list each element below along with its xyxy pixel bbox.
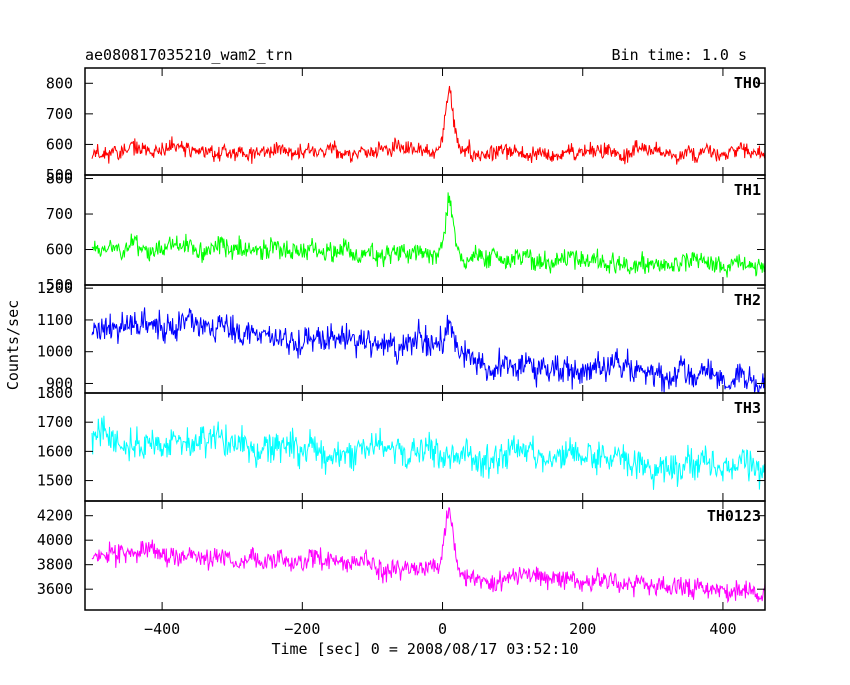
series-line-th1 — [91, 192, 766, 278]
x-axis-label: Time [sec] 0 = 2008/08/17 03:52:10 — [271, 640, 578, 658]
panel-frame — [84, 174, 766, 286]
panel-label: TH0 — [734, 74, 761, 92]
x-tick-label: −400 — [144, 620, 180, 638]
y-tick-label: 3800 — [37, 556, 73, 574]
panel-stack: 500 600 700 800 TH0 500 600 700 800 TH1 900 1000 110… — [37, 67, 766, 638]
y-tick-label: 700 — [46, 105, 73, 123]
x-tick-label: 200 — [569, 620, 596, 638]
panel-th3: 1500 1600 1700 1800 TH3 — [37, 384, 766, 502]
panel-th0: 500 600 700 800 TH0 — [46, 67, 766, 184]
y-tick-label: 1100 — [37, 311, 73, 329]
panel-label: TH0123 — [707, 507, 761, 525]
panel-th2: 900 1000 1100 1200 TH2 — [37, 279, 766, 394]
x-tick-label: 0 — [438, 620, 447, 638]
x-tick-label: 400 — [709, 620, 736, 638]
panel-frame — [84, 500, 766, 611]
y-tick-label: 3600 — [37, 580, 73, 598]
panel-th0123: 3600 3800 4000 4200 TH0123 — [37, 500, 766, 611]
panel-label: TH1 — [734, 181, 761, 199]
y-tick-label: 1000 — [37, 343, 73, 361]
y-tick-label: 500 — [46, 276, 73, 294]
y-tick-label: 1800 — [37, 384, 73, 402]
panel-label: TH3 — [734, 399, 761, 417]
y-tick-label: 600 — [46, 241, 73, 259]
series-line-th3 — [91, 415, 766, 490]
y-tick-label: 800 — [46, 74, 73, 92]
x-tick-label: −200 — [284, 620, 320, 638]
series-line-th0 — [91, 85, 766, 165]
y-tick-label: 1700 — [37, 413, 73, 431]
y-tick-label: 600 — [46, 135, 73, 153]
y-tick-label: 800 — [46, 170, 73, 188]
y-tick-label: 4000 — [37, 531, 73, 549]
y-tick-label: 1200 — [37, 279, 73, 297]
y-tick-label: 1600 — [37, 442, 73, 460]
series-line-th0123 — [91, 507, 766, 604]
bin-time-label: Bin time: 1.0 s — [612, 46, 747, 64]
y-tick-label: 700 — [46, 205, 73, 223]
y-tick-label: 1500 — [37, 472, 73, 490]
panel-frame — [84, 67, 766, 176]
y-tick-label: 500 — [46, 166, 73, 184]
panel-th1: 500 600 700 800 TH1 — [46, 170, 766, 294]
observation-id-title: ae080817035210_wam2_trn — [85, 46, 293, 64]
y-axis-label: Counts/sec — [4, 300, 22, 390]
y-tick-label: 900 — [46, 374, 73, 392]
series-line-th2 — [91, 307, 766, 394]
y-tick-label: 4200 — [37, 507, 73, 525]
panel-label: TH2 — [734, 291, 761, 309]
